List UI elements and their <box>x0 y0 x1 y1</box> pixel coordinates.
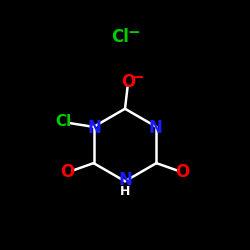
Text: H: H <box>120 185 130 198</box>
Text: O: O <box>60 163 74 181</box>
Text: N: N <box>118 171 132 189</box>
Text: Cl: Cl <box>111 28 129 46</box>
Text: O: O <box>122 73 136 91</box>
Text: Cl: Cl <box>56 114 72 130</box>
Text: −: − <box>128 25 140 40</box>
Text: N: N <box>88 119 102 137</box>
Text: O: O <box>176 163 190 181</box>
Text: −: − <box>132 70 144 84</box>
Text: N: N <box>148 119 162 137</box>
